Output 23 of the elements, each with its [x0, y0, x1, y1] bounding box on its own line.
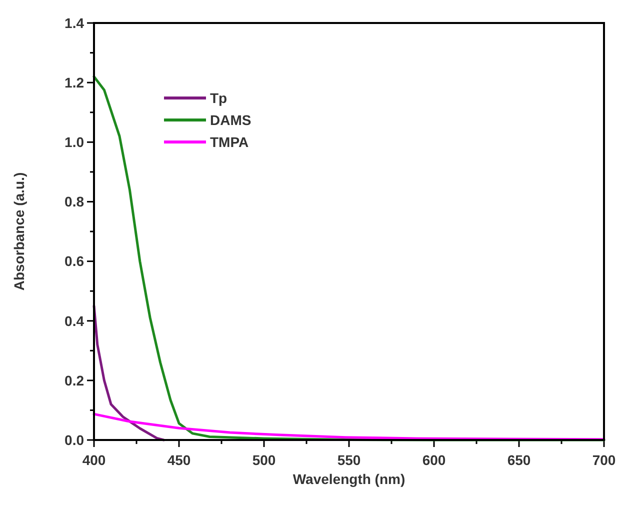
line-series: [92, 412, 606, 441]
x-axis-title: Wavelength (nm): [292, 471, 406, 487]
y-tick-label: 0.0: [64, 432, 84, 448]
legend-label: Tp: [210, 90, 228, 106]
legend-label: DAMS: [210, 112, 252, 128]
line-series: [92, 304, 165, 442]
x-tick-label: 400: [82, 452, 106, 468]
y-tick-label: 0.6: [64, 253, 84, 270]
x-tick-label: 500: [252, 452, 276, 468]
y-tick-label: 1.2: [64, 74, 84, 90]
line-series: [92, 75, 606, 442]
x-tick-label: 450: [167, 452, 191, 468]
y-tick-label: 0.8: [64, 194, 84, 210]
y-axis-title: Absorbance (a.u.): [11, 172, 27, 291]
y-tick-label: 0.4: [64, 312, 84, 329]
y-tick-label: 0.2: [64, 372, 84, 388]
x-tick-label: 700: [592, 452, 616, 468]
legend-label: TMPA: [210, 134, 249, 150]
x-tick-label: 650: [507, 452, 531, 468]
x-tick-label: 600: [422, 452, 446, 468]
y-tick-label: 1.4: [64, 14, 84, 31]
x-tick-label: 550: [337, 452, 361, 468]
y-tick-label: 1.0: [64, 134, 84, 150]
